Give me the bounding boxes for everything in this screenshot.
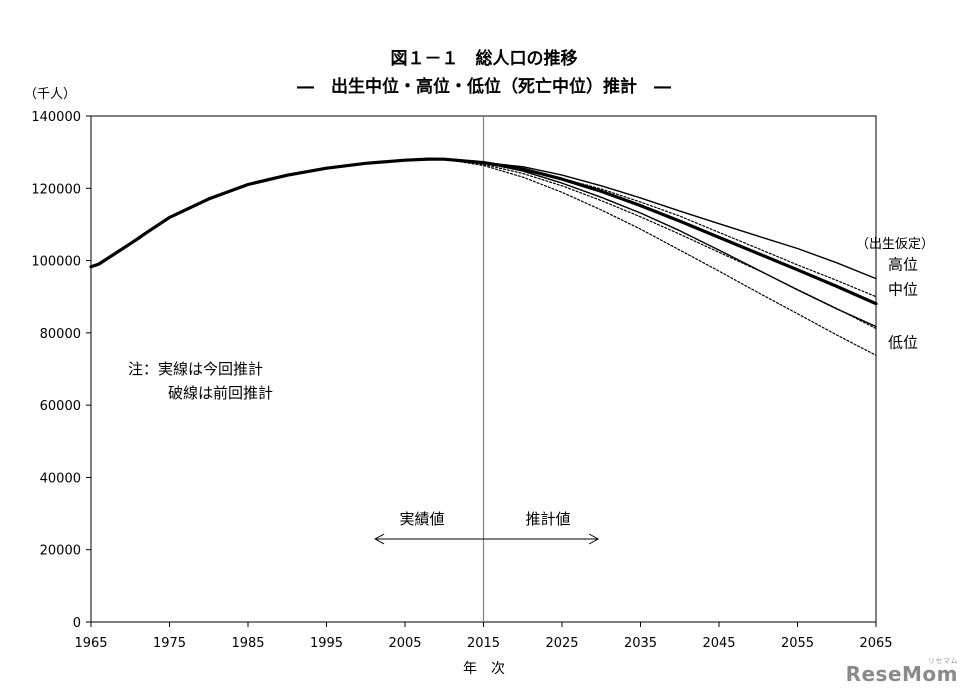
annotation-actual: 実績値 <box>399 510 444 528</box>
plot-area: 0 20000 40000 60000 80000 100000 120000 140000 1… <box>31 110 918 651</box>
x-tick-label-10: 2065 <box>859 636 892 651</box>
resemom-watermark: ReseMom リセマム <box>845 657 958 686</box>
y-tick-label-1: 20000 <box>40 544 81 559</box>
series-line-1 <box>482 161 877 280</box>
series-line-3 <box>482 161 877 328</box>
series-label-2: 中位 <box>888 281 918 299</box>
y-axis-unit-label: （千人） <box>24 87 76 102</box>
x-tick-label-4: 2005 <box>388 636 421 651</box>
y-tick-label-2: 40000 <box>40 471 81 486</box>
x-tick-label-1: 1975 <box>153 636 186 651</box>
annotation-projected: 推計値 <box>525 510 570 528</box>
x-tick-label-7: 2035 <box>624 636 657 651</box>
series-line-5 <box>443 158 877 330</box>
x-tick-label-6: 2025 <box>545 636 578 651</box>
chart-subtitle: ― 出生中位・高位・低位（死亡中位）推計 ― <box>297 76 671 97</box>
chart-title: 図１－１ 総人口の推移 <box>391 48 578 69</box>
watermark-small-text: リセマム <box>928 657 958 665</box>
y-tick-label-6: 120000 <box>31 182 81 197</box>
series-label-3: 低位 <box>888 334 918 352</box>
projected-arrow-head <box>588 533 600 545</box>
series-line-6 <box>443 158 877 356</box>
x-tick-label-2: 1985 <box>231 636 264 651</box>
x-tick-label-5: 2015 <box>467 636 500 651</box>
legend-title: （出生仮定） <box>856 237 934 252</box>
x-axis-label: 年 次 <box>463 661 505 677</box>
watermark-text: ReseMom <box>845 662 958 686</box>
series-line-0 <box>89 157 486 269</box>
actual-arrow-head <box>374 533 385 545</box>
y-tick-label-7: 140000 <box>31 110 81 125</box>
series-line-2 <box>481 161 878 306</box>
x-tick-label-3: 1995 <box>310 636 343 651</box>
x-tick-label-9: 2055 <box>781 636 814 651</box>
series-label-1: 高位 <box>888 256 918 274</box>
note-line-1: 注：実線は今回推計 <box>128 360 263 378</box>
x-tick-label-8: 2045 <box>702 636 735 651</box>
note-line-2: 破線は前回推計 <box>168 384 273 402</box>
y-tick-label-3: 60000 <box>40 399 81 414</box>
y-tick-label-5: 100000 <box>31 255 81 270</box>
y-tick-label-4: 80000 <box>40 327 81 342</box>
y-tick-label-0: 0 <box>73 616 81 631</box>
x-tick-label-0: 1965 <box>74 636 107 651</box>
